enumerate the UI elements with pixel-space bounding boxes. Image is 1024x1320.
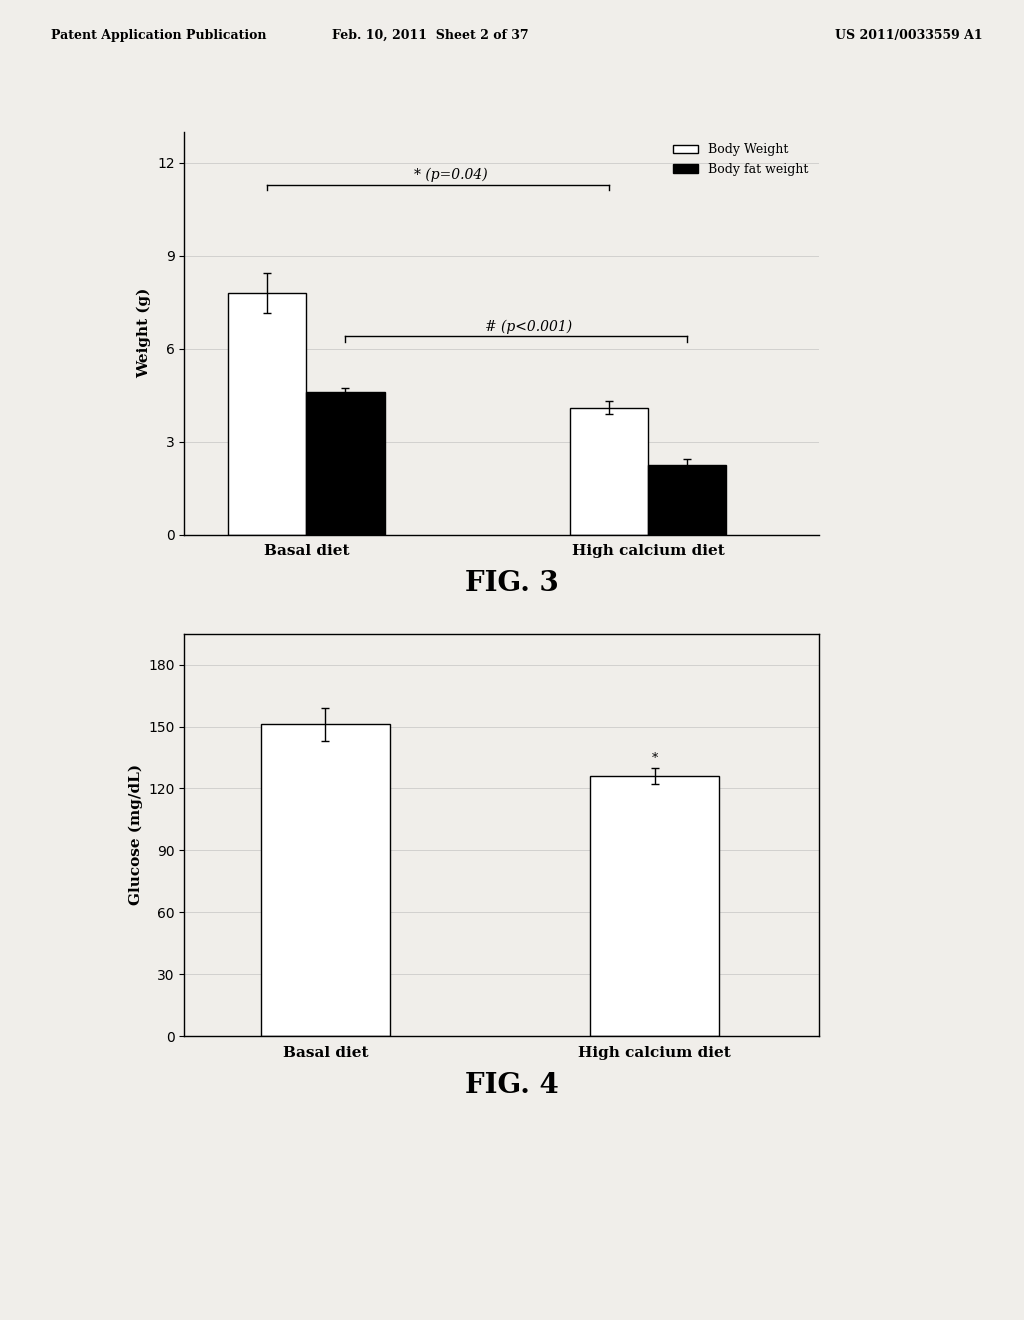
Text: US 2011/0033559 A1: US 2011/0033559 A1: [836, 29, 983, 42]
Bar: [648, 465, 726, 535]
Bar: [570, 408, 648, 535]
Text: Feb. 10, 2011  Sheet 2 of 37: Feb. 10, 2011 Sheet 2 of 37: [332, 29, 528, 42]
Text: # (p<0.001): # (p<0.001): [485, 319, 572, 334]
Bar: [228, 293, 306, 535]
Text: FIG. 3: FIG. 3: [465, 570, 559, 597]
Y-axis label: Glucose (mg/dL): Glucose (mg/dL): [128, 764, 142, 906]
Bar: [306, 392, 385, 535]
Legend: Body Weight, Body fat weight: Body Weight, Body fat weight: [668, 139, 813, 181]
Text: * (p=0.04): * (p=0.04): [414, 168, 487, 182]
Y-axis label: Weight (g): Weight (g): [137, 288, 152, 379]
Text: Patent Application Publication: Patent Application Publication: [51, 29, 266, 42]
Text: FIG. 4: FIG. 4: [465, 1072, 559, 1098]
Bar: [261, 725, 390, 1036]
Bar: [590, 776, 719, 1036]
Text: *: *: [651, 751, 657, 764]
